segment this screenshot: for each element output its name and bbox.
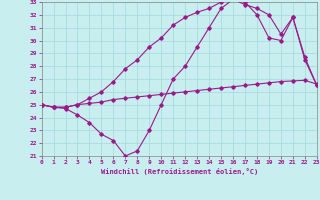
- X-axis label: Windchill (Refroidissement éolien,°C): Windchill (Refroidissement éolien,°C): [100, 168, 258, 175]
